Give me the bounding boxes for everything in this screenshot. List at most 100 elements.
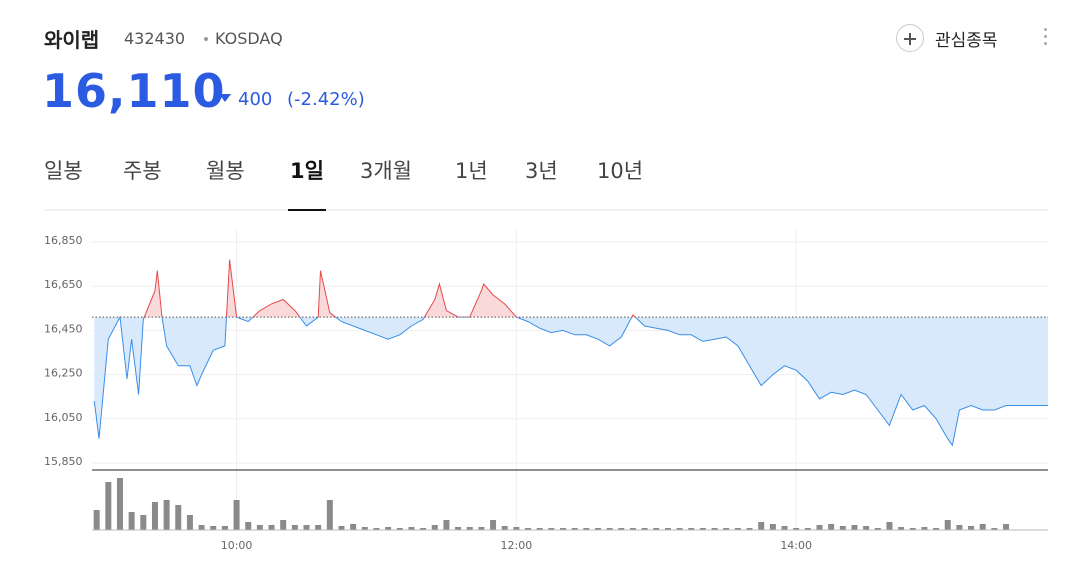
- x-tick-label: 10:00: [221, 539, 253, 552]
- volume-bar: [769, 524, 776, 530]
- volume-bar: [186, 515, 193, 530]
- volume-bar: [944, 520, 951, 530]
- volume-bar: [548, 528, 555, 530]
- y-tick-label: 16,050: [44, 411, 83, 424]
- volume-bar: [385, 527, 392, 530]
- volume-bar: [781, 526, 788, 530]
- volume-bar: [1003, 524, 1010, 530]
- volume-bar: [560, 528, 567, 530]
- volume-bar: [175, 505, 182, 530]
- volume-bar: [874, 528, 881, 530]
- volume-bar: [956, 525, 963, 530]
- volume-bar: [163, 500, 170, 530]
- volume-bar: [431, 525, 438, 530]
- volume-bar: [839, 526, 846, 530]
- tab[interactable]: 주봉: [123, 159, 162, 183]
- volume-bar: [618, 528, 625, 530]
- volume-bar: [664, 528, 671, 530]
- volume-bar: [361, 527, 368, 530]
- volume-bar: [991, 528, 998, 530]
- volume-bar: [420, 528, 427, 530]
- volume-bar: [816, 525, 823, 530]
- volume-bar: [828, 524, 835, 530]
- volume-bar: [525, 528, 532, 530]
- volume-bar: [933, 528, 940, 530]
- volume-bar: [501, 526, 508, 530]
- volume-bar: [688, 528, 695, 530]
- y-tick-label: 16,850: [44, 234, 83, 247]
- price-line-down: [93, 317, 1048, 447]
- volume-bar: [373, 528, 380, 530]
- volume-bar: [233, 500, 240, 530]
- volume-bar: [699, 528, 706, 530]
- volume-bar: [315, 525, 322, 530]
- change-percent: (-2.42%): [287, 89, 365, 110]
- y-tick-label: 16,650: [44, 278, 83, 291]
- volume-bar: [245, 522, 252, 530]
- x-tick-label: 12:00: [501, 539, 533, 552]
- price: 16,110: [42, 64, 226, 118]
- volume-bar: [606, 528, 613, 530]
- volume-bar: [723, 528, 730, 530]
- change: 400: [238, 89, 273, 110]
- volume-bar: [571, 528, 578, 530]
- volume-bar: [734, 528, 741, 530]
- volume-bar: [338, 526, 345, 530]
- volume-bar: [478, 527, 485, 530]
- volume-bar: [921, 527, 928, 530]
- tab[interactable]: 10년: [597, 159, 644, 183]
- volume-bar: [105, 482, 112, 530]
- volume-bar: [886, 522, 893, 530]
- stock-code: 432430: [124, 29, 186, 48]
- volume-bar: [408, 527, 415, 530]
- volume-bar: [443, 520, 450, 530]
- volume-bar: [221, 526, 228, 530]
- x-tick-label: 14:00: [780, 539, 812, 552]
- tab[interactable]: 1일: [290, 159, 324, 183]
- volume-bar: [350, 524, 357, 530]
- volume-bar: [746, 528, 753, 530]
- volume-bar: [758, 522, 765, 530]
- volume-bar: [968, 526, 975, 530]
- volume-bar: [280, 520, 287, 530]
- volume-bar: [291, 525, 298, 530]
- tab[interactable]: 월봉: [206, 159, 245, 183]
- tab[interactable]: 1년: [455, 159, 488, 183]
- tab[interactable]: 3개월: [360, 159, 413, 183]
- volume-bar: [851, 525, 858, 530]
- menu[interactable]: [1044, 28, 1047, 49]
- volume-bar: [804, 528, 811, 530]
- watchlist[interactable]: 관심종목: [935, 31, 998, 51]
- volume-bar: [256, 525, 263, 530]
- y-tick-label: 15,850: [44, 455, 83, 468]
- separator: [204, 37, 208, 41]
- volume-bar: [455, 527, 462, 530]
- volume-bar: [653, 528, 660, 530]
- volume-bar: [198, 525, 205, 530]
- volume-bar: [303, 525, 310, 530]
- volume-bar: [676, 528, 683, 530]
- volume-bar: [268, 525, 275, 530]
- down-arrow: [219, 94, 231, 102]
- volume-bar: [466, 527, 473, 530]
- price-line-up: [119, 259, 637, 318]
- market: KOSDAQ: [215, 29, 283, 48]
- volume-bar: [140, 515, 147, 530]
- tab-underline: [288, 209, 326, 211]
- volume-bar: [116, 478, 123, 530]
- volume-bar: [536, 528, 543, 530]
- volume-bar: [793, 528, 800, 530]
- tab[interactable]: 3년: [525, 159, 558, 183]
- volume-bar: [979, 524, 986, 530]
- volume-bar: [396, 528, 403, 530]
- volume-bar: [629, 528, 636, 530]
- add-button[interactable]: [896, 24, 924, 52]
- volume-bar: [513, 527, 520, 530]
- volume-bar: [863, 526, 870, 530]
- stock-name: 와이랩: [44, 28, 100, 52]
- y-tick-label: 16,250: [44, 367, 83, 380]
- volume-bar: [151, 502, 158, 530]
- tab[interactable]: 일봉: [44, 159, 83, 183]
- volume-bar: [711, 528, 718, 530]
